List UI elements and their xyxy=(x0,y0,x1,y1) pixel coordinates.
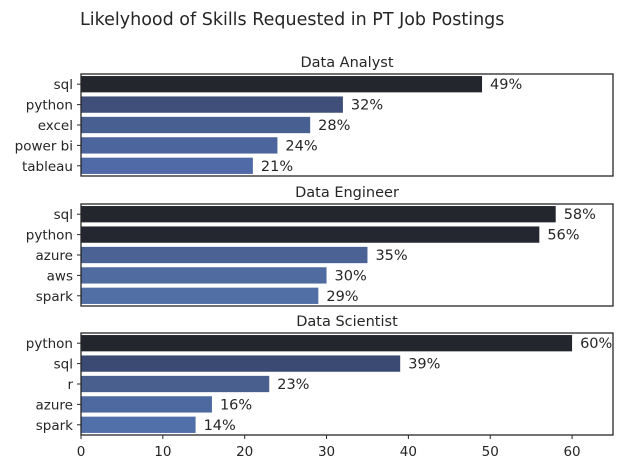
x-tick-label: 60 xyxy=(563,444,580,460)
data-label: 14% xyxy=(204,418,236,434)
y-tick-label: azure xyxy=(36,397,73,413)
data-label: 29% xyxy=(326,289,358,305)
chart-title: Likelyhood of Skills Requested in PT Job… xyxy=(80,10,504,30)
bar xyxy=(81,116,311,134)
y-tick-label: spark xyxy=(36,289,73,305)
y-tick-label: sql xyxy=(54,77,73,93)
panel-2: Data Scientist python 60% sql 39% r 23% azure 16… xyxy=(26,314,614,436)
data-label: 60% xyxy=(580,336,612,352)
bar xyxy=(81,267,327,284)
data-label: 23% xyxy=(277,377,309,393)
data-label: 49% xyxy=(490,77,522,93)
y-tick-label: power bi xyxy=(15,138,73,154)
bar xyxy=(81,96,343,113)
panel-title: Data Analyst xyxy=(300,55,393,71)
data-label: 35% xyxy=(375,248,407,264)
bar xyxy=(81,416,196,433)
panel-frame xyxy=(80,73,614,177)
y-tick-label: spark xyxy=(36,418,73,434)
data-label: 32% xyxy=(351,98,383,114)
bar xyxy=(81,157,253,174)
chart-panels: Data Analyst sql 49% python 32% excel 28% power… xyxy=(15,55,614,436)
bar xyxy=(81,246,368,264)
bar xyxy=(81,396,212,413)
data-label: 16% xyxy=(220,397,252,413)
y-tick-label: excel xyxy=(38,118,73,134)
bar xyxy=(81,287,319,304)
bar xyxy=(81,355,401,372)
x-tick-label: 40 xyxy=(400,444,417,460)
x-axis: 0 10 20 30 40 50 60 xyxy=(77,435,581,460)
panel-frame xyxy=(80,332,614,436)
bar xyxy=(81,375,270,393)
bar xyxy=(81,335,573,352)
bar xyxy=(81,76,483,93)
data-label: 56% xyxy=(547,228,579,244)
y-tick-label: aws xyxy=(47,268,73,284)
data-label: 28% xyxy=(318,118,350,134)
bar xyxy=(81,137,278,154)
data-label: 30% xyxy=(335,268,367,284)
data-label: 21% xyxy=(261,159,293,175)
y-tick-label: python xyxy=(26,228,73,244)
panel-0: Data Analyst sql 49% python 32% excel 28% power… xyxy=(15,55,614,177)
y-tick-label: tableau xyxy=(22,159,73,175)
x-tick-label: 30 xyxy=(318,444,335,460)
data-label: 58% xyxy=(564,207,596,223)
y-tick-label: azure xyxy=(36,248,73,264)
bar xyxy=(81,206,556,223)
panel-title: Data Scientist xyxy=(296,314,398,330)
y-tick-label: r xyxy=(67,377,73,393)
data-label: 24% xyxy=(285,138,317,154)
y-tick-label: sql xyxy=(54,357,73,373)
x-tick-label: 20 xyxy=(236,444,253,460)
x-tick-label: 10 xyxy=(154,444,171,460)
bar xyxy=(81,226,540,243)
panel-1: Data Engineer sql 58% python 56% azure 35% aws 3… xyxy=(26,185,614,307)
y-tick-label: python xyxy=(26,336,73,352)
panel-title: Data Engineer xyxy=(295,185,399,201)
y-tick-label: sql xyxy=(54,207,73,223)
data-label: 39% xyxy=(408,357,440,373)
x-tick-label: 0 xyxy=(77,444,86,460)
x-tick-label: 50 xyxy=(482,444,499,460)
y-tick-label: python xyxy=(26,98,73,114)
panel-frame xyxy=(80,203,614,307)
